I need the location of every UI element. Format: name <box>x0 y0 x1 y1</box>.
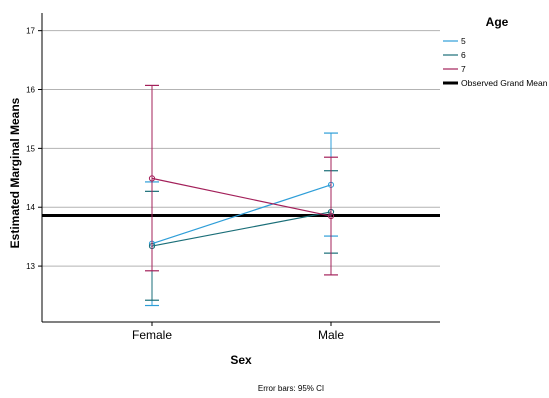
series-line-age-5 <box>151 184 332 245</box>
y-tick-label-15: 15 <box>26 144 35 153</box>
series-line-age-7 <box>151 177 332 217</box>
legend-label-age-6: 6 <box>461 50 466 60</box>
legend-item-age-6: 6 <box>443 50 466 60</box>
series-age-7 <box>145 84 338 276</box>
series-age-5 <box>145 132 338 307</box>
legend-label-age-5: 5 <box>461 36 466 46</box>
y-axis-title: Estimated Marginal Means <box>8 97 22 248</box>
y-tick-label-16: 16 <box>26 86 35 95</box>
y-tick-label-17: 17 <box>26 27 35 36</box>
legend-label-grand-mean: Observed Grand Mean <box>461 78 548 88</box>
gridlines <box>38 30 440 267</box>
legend-item-age-7: 7 <box>443 64 466 74</box>
series-line-age-6 <box>151 211 332 247</box>
error-bars-footnote: Error bars: 95% CI <box>258 384 324 393</box>
legend-item-age-5: 5 <box>443 36 466 46</box>
y-tick-label-14: 14 <box>26 203 35 212</box>
y-tick-label-13: 13 <box>26 262 35 271</box>
legend-item-grand-mean: Observed Grand Mean <box>443 78 548 88</box>
series-age-6 <box>145 170 338 301</box>
x-tick-label-male: Male <box>318 328 344 342</box>
x-tick-label-female: Female <box>132 328 172 342</box>
legend-label-age-7: 7 <box>461 64 466 74</box>
marker-age-7-male <box>327 212 335 220</box>
legend: 5 6 7 <box>443 36 466 74</box>
marker-age-7-female <box>148 175 156 182</box>
series-group <box>145 84 338 307</box>
legend-title: Age <box>486 15 509 29</box>
y-tick-labels: 13 14 15 16 17 <box>26 27 35 271</box>
x-axis-title: Sex <box>230 353 252 367</box>
x-tick-labels: Female Male <box>132 322 344 342</box>
